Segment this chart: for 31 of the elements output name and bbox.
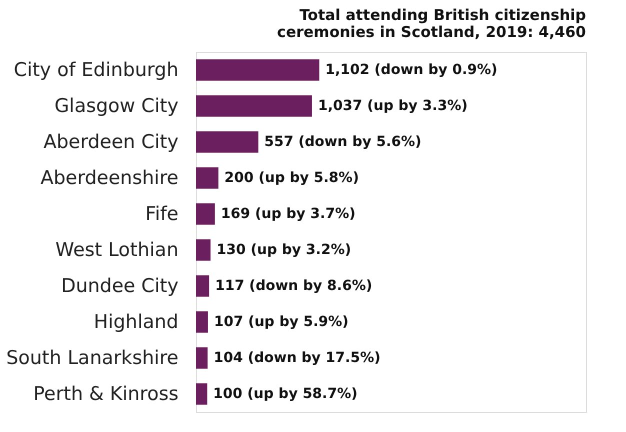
bar [196, 275, 210, 297]
bar [196, 203, 215, 225]
bar [196, 383, 208, 405]
y-tick-label: Perth & Kinross [33, 383, 178, 405]
bar [196, 95, 312, 117]
y-tick-label: Aberdeenshire [40, 167, 178, 189]
bar [196, 167, 218, 189]
data-label: 1,037 (up by 3.3%) [318, 98, 468, 114]
bar [196, 59, 320, 81]
text: Total attending British citizenship ceremonies in Scotland, 2019: 4,460 [277, 6, 586, 41]
data-label: 107 (up by 5.9%) [214, 314, 349, 330]
data-label: 100 (up by 58.7%) [213, 386, 358, 402]
data-label: 557 (down by 5.6%) [264, 134, 422, 150]
data-label: 1,102 (down by 0.9%) [325, 62, 498, 78]
y-tick-label: Dundee City [61, 275, 178, 297]
y-tick-label: West Lothian [55, 239, 178, 261]
bar [196, 347, 208, 369]
bar [196, 311, 208, 333]
y-tick-label: Highland [94, 311, 178, 333]
y-tick-label: Aberdeen City [44, 131, 178, 153]
y-tick-label: City of Edinburgh [14, 59, 178, 81]
y-tick-label: Fife [145, 203, 178, 225]
data-label: 200 (up by 5.8%) [224, 170, 359, 186]
data-label: 104 (down by 17.5%) [214, 350, 381, 366]
bar [196, 239, 211, 261]
y-tick-label: Glasgow City [54, 95, 178, 117]
data-label: 117 (down by 8.6%) [215, 278, 372, 294]
bar [196, 131, 258, 153]
y-tick-label: South Lanarkshire [6, 347, 178, 369]
data-label: 169 (up by 3.7%) [220, 206, 356, 222]
data-label: 130 (up by 3.2%) [216, 242, 352, 258]
